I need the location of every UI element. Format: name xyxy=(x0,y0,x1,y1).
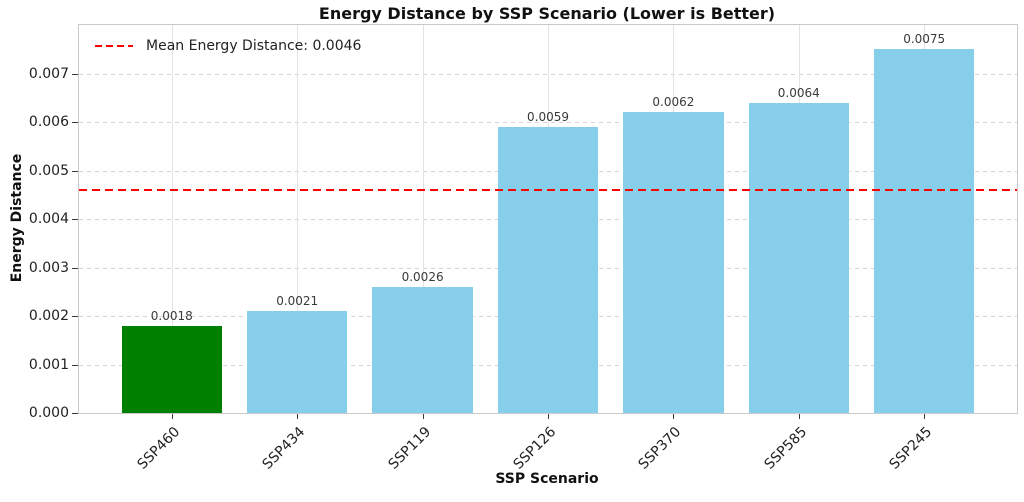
bar-ssp434 xyxy=(247,311,348,413)
y-axis-label: Energy Distance xyxy=(9,153,25,283)
bar-ssp460 xyxy=(121,325,222,413)
y-tick-label: 0.003 xyxy=(28,259,69,276)
bar-value-label: 0.0021 xyxy=(276,294,319,309)
bar-value-label: 0.0018 xyxy=(150,308,193,323)
y-tick-mark xyxy=(72,316,78,317)
x-gridline xyxy=(422,25,424,413)
y-tick-mark xyxy=(72,73,78,75)
x-tick-label: SSP245 xyxy=(764,421,936,473)
x-tick-mark xyxy=(171,414,173,419)
plot-area: Mean Energy Distance: 0.0046 0.000 0.001 0… xyxy=(29,24,1018,473)
bar-value-label: 0.0064 xyxy=(777,85,820,100)
legend-label: Mean Energy Distance: 0.0046 xyxy=(146,38,362,54)
y-tick-label: 0.000 xyxy=(28,405,69,421)
x-gridline xyxy=(297,25,299,413)
bar-ssp370 xyxy=(623,112,724,413)
x-tick-mark xyxy=(673,414,675,419)
y-tick-mark xyxy=(72,364,78,366)
y-tick-mark xyxy=(72,122,78,123)
y-tick-label: 0.007 xyxy=(28,65,69,82)
y-tick-label: 0.006 xyxy=(28,114,69,130)
x-tick-mark xyxy=(548,414,549,419)
x-tick-mark xyxy=(297,414,299,419)
bar-ssp245 xyxy=(874,49,975,413)
y-tick-label: 0.002 xyxy=(28,308,69,324)
y-tick-label: 0.004 xyxy=(28,211,69,227)
bar-value-label: 0.0062 xyxy=(652,95,695,110)
bar-ssp126 xyxy=(497,126,599,413)
bar-ssp585 xyxy=(748,102,849,413)
y-tick-mark xyxy=(72,219,78,220)
y-tick-mark xyxy=(72,267,78,269)
x-tick-mark xyxy=(798,414,800,419)
x-axis-label: SSP Scenario xyxy=(495,471,599,487)
x-tick-mark xyxy=(422,414,424,419)
chart-title: Energy Distance by SSP Scenario (Lower i… xyxy=(318,4,776,23)
mean-line-legend-swatch xyxy=(95,45,133,47)
y-tick-mark xyxy=(72,413,78,414)
bar-value-label: 0.0075 xyxy=(903,32,946,47)
bar-value-label: 0.0059 xyxy=(527,109,569,124)
y-tick-mark xyxy=(72,170,78,172)
x-gridline xyxy=(171,25,173,413)
x-tick-mark xyxy=(924,414,926,419)
bar-value-label: 0.0026 xyxy=(401,269,444,284)
y-tick-label: 0.005 xyxy=(28,162,69,179)
y-tick-label: 0.001 xyxy=(28,356,69,373)
mean-reference-line xyxy=(79,188,1017,191)
legend: Mean Energy Distance: 0.0046 xyxy=(95,38,361,54)
bar-ssp119 xyxy=(372,286,473,413)
x-tick-label-text: SSP245 xyxy=(886,424,936,473)
